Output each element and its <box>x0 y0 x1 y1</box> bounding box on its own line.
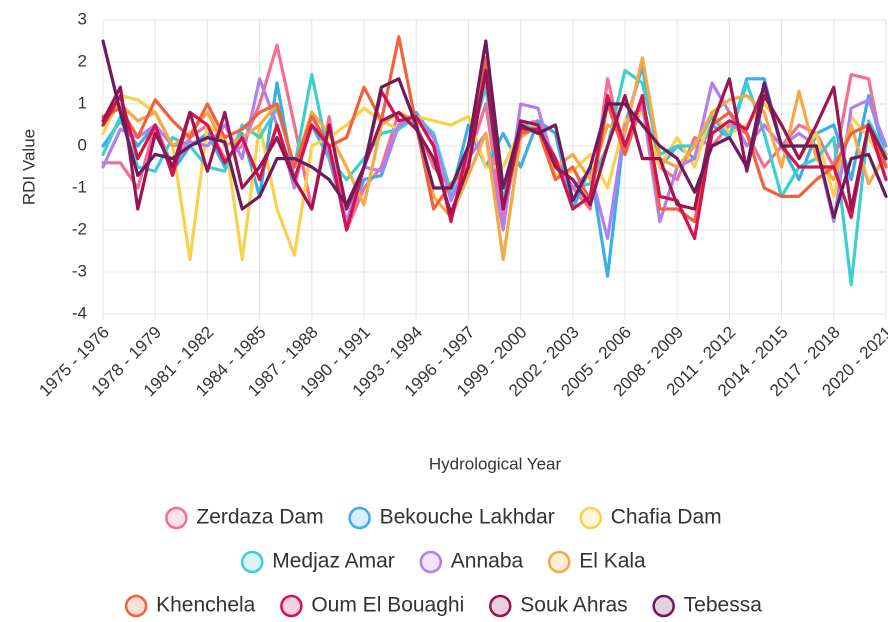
legend-item[interactable]: Souk Ahras <box>489 594 628 618</box>
legend-label: Khenchela <box>156 594 256 617</box>
legend-marker <box>579 506 602 530</box>
legend-marker <box>165 506 188 530</box>
legend-label: El Kala <box>579 550 646 573</box>
legend-item[interactable]: Medjaz Amar <box>241 550 395 574</box>
legend-marker <box>280 594 303 618</box>
legend-marker <box>489 594 512 618</box>
legend-item[interactable]: Annaba <box>419 550 524 574</box>
legend-label: Bekouche Lakhdar <box>380 506 555 529</box>
legend-item[interactable]: Zerdaza Dam <box>165 506 324 530</box>
legend-item[interactable]: Khenchela <box>124 594 256 618</box>
y-tick-label: 2 <box>78 51 87 70</box>
series-line <box>101 94 888 261</box>
y-axis-title: RDI Value <box>19 129 38 205</box>
y-tick-label: -3 <box>72 261 87 280</box>
series-line <box>101 39 888 219</box>
y-tick-label: -2 <box>72 219 87 238</box>
legend-marker <box>652 594 675 618</box>
legend-item[interactable]: Oum El Bouaghi <box>280 594 464 618</box>
legend-marker <box>124 594 148 618</box>
legend-item[interactable]: Bekouche Lakhdar <box>348 506 555 530</box>
y-tick-label: -4 <box>72 303 87 322</box>
legend-label: Souk Ahras <box>520 594 627 617</box>
legend-item[interactable]: Chafia Dam <box>579 506 722 530</box>
legend-label: Medjaz Amar <box>272 550 395 573</box>
y-tick-label: -1 <box>72 177 87 196</box>
legend-marker <box>348 506 371 530</box>
legend-label: Annaba <box>451 550 524 573</box>
legend-item[interactable]: El Kala <box>547 550 646 574</box>
y-tick-label: 0 <box>78 135 87 154</box>
y-tick-label: 3 <box>78 9 87 28</box>
x-axis-title: Hydrological Year <box>429 454 562 473</box>
legend-label: Oum El Bouaghi <box>311 594 464 617</box>
series-line <box>101 56 888 261</box>
legend-label: Zerdaza Dam <box>196 506 323 529</box>
legend-marker <box>547 550 571 574</box>
legend-label: Tebessa <box>684 594 763 617</box>
legend-item[interactable]: Tebessa <box>652 594 763 618</box>
legend-marker <box>419 550 443 574</box>
y-tick-label: 1 <box>78 93 87 112</box>
legend-label: Chafia Dam <box>611 506 722 529</box>
series-line <box>101 68 888 215</box>
legend-marker <box>241 550 264 574</box>
